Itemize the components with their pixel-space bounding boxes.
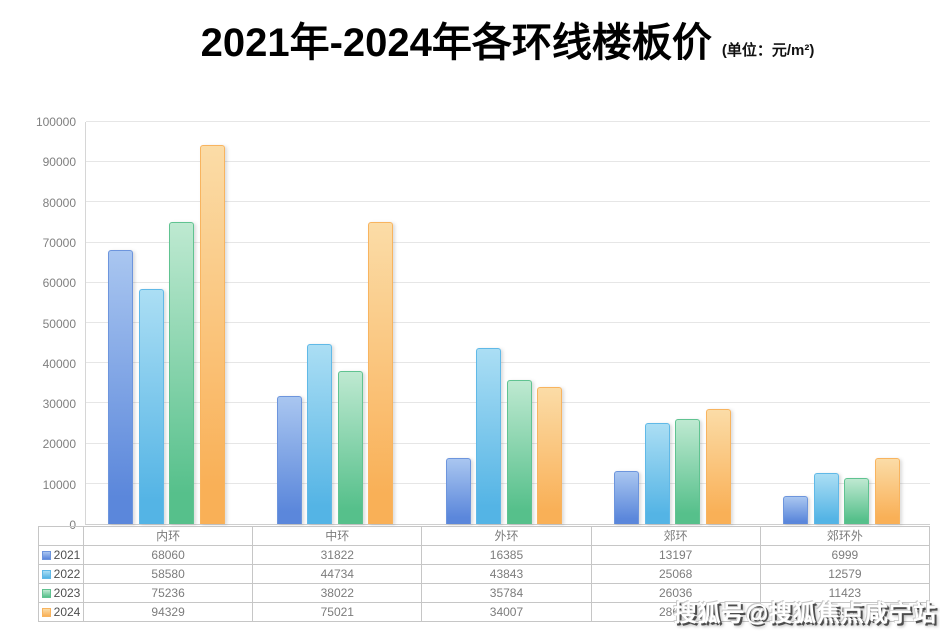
y-tick-label: 10000 <box>42 477 76 492</box>
category-header: 外环 <box>421 526 592 546</box>
bar-2021-郊环外 <box>783 495 809 524</box>
legend-cell: 2021 <box>38 545 84 565</box>
legend-cell: 2022 <box>38 564 84 584</box>
bar-2024-郊环 <box>705 408 731 524</box>
chart-unit-label: (单位：元/m²) <box>721 42 815 59</box>
gridline <box>86 201 930 203</box>
value-cell: 38022 <box>252 583 423 603</box>
legend-swatch-2022 <box>41 570 51 579</box>
y-tick-label: 30000 <box>42 397 76 412</box>
gridline <box>86 362 930 364</box>
y-tick-label: 90000 <box>42 155 76 170</box>
value-cell: 43843 <box>421 564 592 584</box>
y-tick-label: 0 <box>69 518 76 532</box>
bar-2023-郊环 <box>675 419 701 524</box>
bar-2022-郊环 <box>644 423 670 524</box>
y-tick-label: 70000 <box>42 235 76 250</box>
data-table-wrap: 内环 中环 外环 郊环 郊环外 2021 68060 31822 16385 13197 6999 2… <box>38 526 931 622</box>
y-tick-label: 20000 <box>42 437 76 452</box>
bar-2023-外环 <box>506 380 532 524</box>
bar-2024-内环 <box>199 144 225 524</box>
plot-area <box>85 121 930 525</box>
legend-cell: 2024 <box>38 602 84 622</box>
bar-2023-郊环外 <box>844 478 870 524</box>
value-cell: 94329 <box>82 602 254 622</box>
bar-2021-外环 <box>445 458 471 524</box>
legend-cell: 2023 <box>38 583 84 603</box>
value-cell: 25068 <box>590 564 761 584</box>
bar-2024-外环 <box>537 387 563 524</box>
y-tick-label: 40000 <box>42 356 76 371</box>
bar-group-内环 <box>86 122 255 524</box>
table-header-row: 内环 中环 外环 郊环 郊环外 <box>38 526 931 546</box>
table-row-2024: 2024 94329 75021 34007 28647 16500 <box>38 602 931 622</box>
bar-2022-中环 <box>307 344 333 524</box>
chart-title: 2021年-2024年各环线楼板价 <box>200 21 712 65</box>
category-header: 内环 <box>82 526 254 546</box>
y-axis: 0 10000 20000 30000 40000 50000 60000 70000 8000… <box>0 115 76 532</box>
y-tick-label: 50000 <box>42 316 76 331</box>
value-cell: 31822 <box>252 545 423 565</box>
bar-2022-郊环外 <box>813 473 839 524</box>
table-corner <box>38 526 84 546</box>
legend-year-label: 2022 <box>53 567 81 581</box>
legend-swatch-2024 <box>41 608 51 617</box>
value-cell: 35784 <box>421 583 592 603</box>
bar-2023-中环 <box>337 371 363 524</box>
value-cell: 16385 <box>421 545 592 565</box>
value-cell: 75021 <box>252 602 423 622</box>
table-row-2023: 2023 75236 38022 35784 26036 11423 <box>38 583 931 603</box>
bar-group-中环 <box>255 122 424 524</box>
legend-swatch-2023 <box>41 589 51 598</box>
value-cell: 75236 <box>82 583 254 603</box>
bar-2024-中环 <box>368 222 394 524</box>
bar-2021-中环 <box>276 396 302 524</box>
bar-group-外环 <box>424 122 593 524</box>
value-cell: 68060 <box>82 545 254 565</box>
table-row-2022: 2022 58580 44734 43843 25068 12579 <box>38 564 931 584</box>
y-tick-label: 80000 <box>42 195 76 210</box>
bar-2021-郊环 <box>614 470 640 524</box>
watermark: 搜狐号@搜狐焦点咸宁站 <box>673 600 937 626</box>
gridline <box>86 322 930 323</box>
legend-year-label: 2024 <box>53 605 81 619</box>
bar-group-郊环外 <box>761 122 930 524</box>
legend-year-label: 2023 <box>53 586 81 600</box>
value-cell: 58580 <box>82 564 254 584</box>
gridline <box>86 241 930 243</box>
bar-2023-内环 <box>169 221 194 524</box>
value-cell: 26036 <box>590 583 761 603</box>
bar-2022-内环 <box>138 288 164 524</box>
value-cell: 28647 <box>590 602 761 622</box>
category-header: 郊环外 <box>759 526 931 546</box>
value-cell: 16500 <box>759 602 931 622</box>
gridline <box>86 121 930 122</box>
value-cell: 13197 <box>590 545 761 565</box>
category-header: 中环 <box>252 526 423 546</box>
value-cell: 44734 <box>252 564 423 584</box>
bar-2024-郊环外 <box>874 457 900 524</box>
gridline <box>86 161 930 163</box>
bar-group-郊环 <box>592 122 761 524</box>
y-tick-label: 100000 <box>35 115 76 129</box>
bar-2022-外环 <box>476 347 502 524</box>
data-table: 内环 中环 外环 郊环 郊环外 2021 68060 31822 16385 13197 6999 2… <box>38 526 931 622</box>
gridline <box>86 281 930 283</box>
chart-title-row: 2021年-2024年各环线楼板价 (单位：元/m²) <box>85 18 930 68</box>
y-tick-label: 60000 <box>42 276 76 291</box>
value-cell: 12579 <box>759 564 931 584</box>
category-header: 郊环 <box>590 526 761 546</box>
table-row-2021: 2021 68060 31822 16385 13197 6999 <box>38 545 931 565</box>
value-cell: 6999 <box>759 545 931 565</box>
legend-year-label: 2021 <box>53 548 81 562</box>
bar-2021-内环 <box>108 250 133 524</box>
value-cell: 34007 <box>421 602 592 622</box>
legend-swatch-2021 <box>41 551 51 560</box>
